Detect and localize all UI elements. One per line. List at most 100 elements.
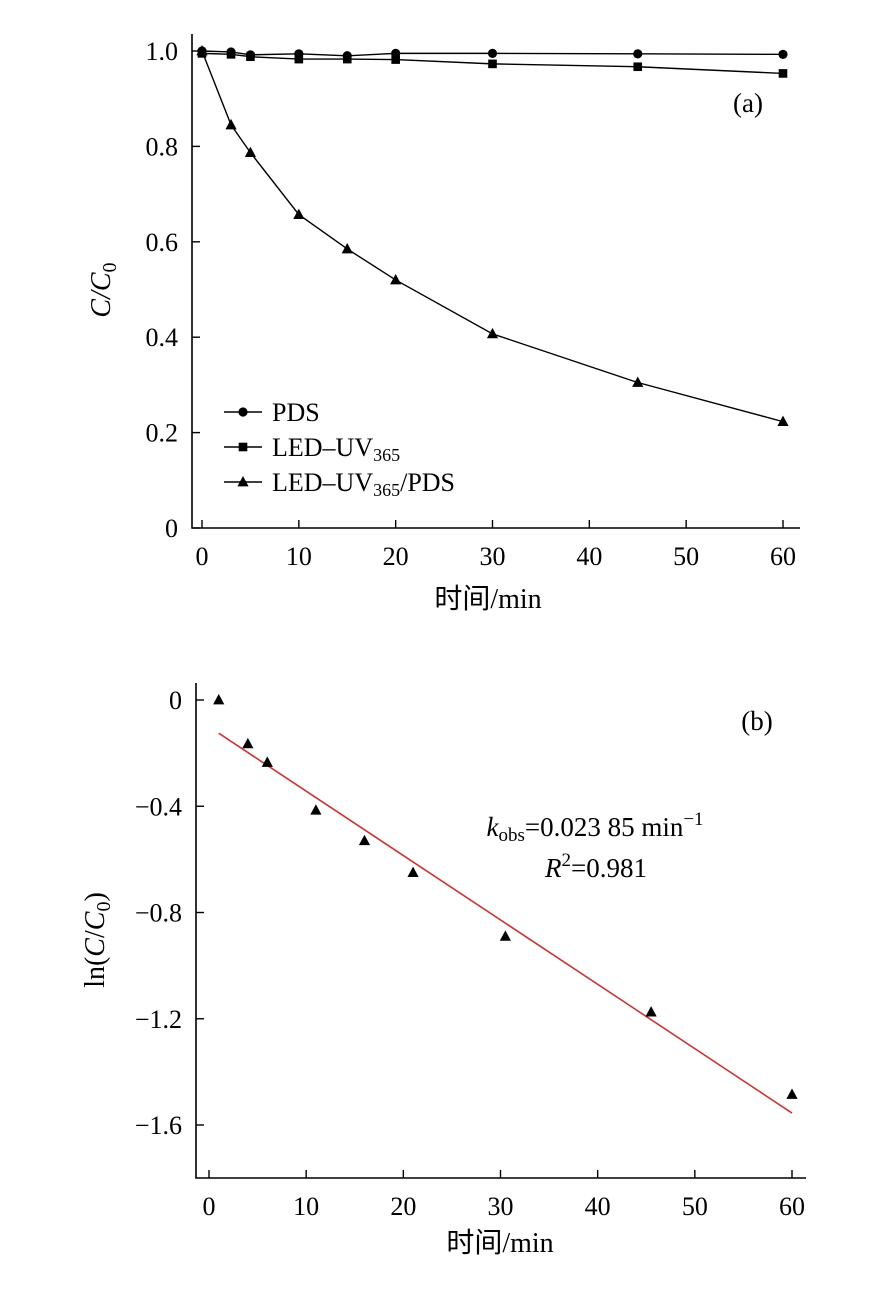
data-point-circle bbox=[633, 49, 643, 59]
panel-a-xtick-label: 10 bbox=[286, 542, 312, 571]
panel-b-xtick-label: 30 bbox=[488, 1192, 514, 1221]
panel-b-ylabel-c0: C bbox=[80, 911, 111, 930]
data-point-triangle bbox=[213, 694, 225, 705]
data-point-triangle bbox=[196, 45, 208, 56]
data-point-square bbox=[488, 59, 497, 69]
panel-b-axis-lines bbox=[195, 683, 806, 1179]
legend-label-led-uv365-pds-tail: /PDS bbox=[400, 468, 455, 497]
panel-b-ytick-label: −0.4 bbox=[135, 792, 182, 821]
panel-b-ylabel: ln(C/C0) bbox=[80, 892, 115, 988]
data-point-triangle bbox=[310, 804, 322, 815]
data-point-square bbox=[226, 50, 236, 59]
annotation-k-sub: obs bbox=[498, 825, 524, 846]
panel-a-xtick-label: 30 bbox=[480, 542, 506, 571]
fit-line bbox=[218, 732, 793, 1114]
panel-a-ytick-label: 0.6 bbox=[146, 228, 179, 257]
data-point-triangle bbox=[358, 834, 371, 846]
panel-a-chart: 0 0.2 0.4 0.6 0.8 1.0 0 10 20 30 40 50 60 (a) 时间/min… bbox=[86, 34, 800, 615]
data-point-square bbox=[294, 54, 304, 64]
panel-a-ylabel: C/C0 bbox=[86, 262, 121, 317]
data-point-triangle bbox=[499, 930, 511, 941]
data-point-square bbox=[778, 69, 788, 78]
panel-a-xtick-label: 60 bbox=[770, 542, 796, 571]
panel-a-ytick-label: 0.4 bbox=[146, 323, 179, 352]
data-point-triangle bbox=[407, 866, 419, 878]
legend-marker-square bbox=[238, 442, 248, 452]
panel-b-ylabel-pre: ln( bbox=[80, 957, 111, 988]
panel-b-chart: 0−0.4−0.8−1.2−1.60 10 20 30 40 50 60 (b) 时间/mi… bbox=[80, 683, 806, 1259]
panel-a-label: (a) bbox=[733, 88, 763, 118]
legend-marker-circle bbox=[238, 407, 248, 417]
legend-label-pds-main: PDS bbox=[272, 398, 320, 427]
panel-a-ylabel-sub: 0 bbox=[99, 262, 121, 272]
panel-a-legend: PDS LED–UV365 LED–UV365/PDS bbox=[224, 398, 455, 500]
legend-marker-pds bbox=[238, 407, 248, 417]
panel-b-xtick-label: 50 bbox=[682, 1192, 708, 1221]
annotation-k-unit-sup: −1 bbox=[683, 809, 703, 830]
panel-a-axes: 0 0.2 0.4 0.6 0.8 1.0 0 10 20 30 40 50 60 bbox=[146, 34, 800, 571]
data-point-triangle bbox=[261, 756, 273, 767]
panel-a-xtick-label: 40 bbox=[576, 542, 602, 571]
panel-a-xtick-label: 50 bbox=[673, 542, 699, 571]
data-point-triangle bbox=[242, 737, 254, 749]
annotation-r: R bbox=[544, 853, 562, 883]
data-point-square bbox=[246, 52, 255, 62]
panel-a-ytick-label: 1.0 bbox=[146, 37, 179, 66]
data-point-circle bbox=[487, 48, 498, 58]
annotation-r-sup: 2 bbox=[562, 850, 572, 871]
panel-a-series bbox=[196, 45, 789, 427]
data-point-square bbox=[391, 55, 400, 64]
panel-a-ylabel-main: C/C bbox=[86, 272, 117, 317]
legend-label-led-uv365-pds-sub: 365 bbox=[373, 480, 400, 500]
annotation-r-value: =0.981 bbox=[571, 853, 647, 883]
data-point-circle bbox=[778, 49, 788, 59]
annotation-k-value: =0.023 85 min bbox=[525, 812, 684, 842]
panel-b-ytick-label: 0 bbox=[169, 686, 182, 715]
panel-b-xtick-label: 60 bbox=[779, 1192, 805, 1221]
data-point-square bbox=[633, 62, 643, 72]
panel-b-ylabel-post: ) bbox=[80, 892, 111, 901]
data-point-triangle bbox=[786, 1088, 798, 1099]
legend-label-led-uv365: LED–UV365 bbox=[272, 433, 400, 465]
data-point-triangle bbox=[244, 146, 257, 158]
panel-b-ytick-label: −0.8 bbox=[135, 899, 182, 928]
legend-label-pds: PDS bbox=[272, 398, 320, 427]
panel-b-ylabel-sub: 0 bbox=[93, 902, 115, 912]
annotation-r2: R2=0.981 bbox=[544, 850, 647, 883]
legend-marker-led-uv365-pds bbox=[237, 476, 249, 487]
panel-b-xtick-label: 20 bbox=[390, 1192, 416, 1221]
panel-b-xtick-label: 0 bbox=[203, 1192, 216, 1221]
legend-label-led-uv365-pds-main: LED–UV bbox=[272, 468, 373, 497]
panel-b-ytick-label: −1.6 bbox=[135, 1111, 182, 1140]
panel-b-ylabel-c: C bbox=[80, 938, 111, 957]
panel-a-ytick-label: 0.8 bbox=[146, 132, 179, 161]
panel-b-ylabel-slash: / bbox=[80, 930, 111, 938]
legend-marker-triangle bbox=[237, 476, 249, 487]
series-line-2 bbox=[201, 50, 784, 423]
panel-a-xlabel: 时间/min bbox=[434, 583, 541, 615]
panel-a-ytick-label: 0 bbox=[165, 514, 178, 543]
data-point-triangle bbox=[390, 273, 402, 285]
panel-b-xlabel: 时间/min bbox=[446, 1227, 553, 1259]
panel-b-series bbox=[213, 694, 798, 1114]
legend-label-led-uv365-main: LED–UV bbox=[272, 433, 373, 462]
data-point-triangle bbox=[486, 327, 499, 339]
panel-b-label: (b) bbox=[741, 706, 772, 736]
data-point-triangle bbox=[645, 1006, 657, 1017]
data-point-triangle bbox=[293, 208, 305, 220]
data-point-triangle bbox=[341, 242, 353, 254]
panel-a-xtick-label: 20 bbox=[383, 542, 409, 571]
annotation-k: k bbox=[486, 812, 499, 842]
panel-a-xtick-label: 0 bbox=[196, 542, 209, 571]
annotation-kobs: kobs=0.023 85 min−1 bbox=[486, 809, 703, 846]
panel-b-xtick-label: 10 bbox=[293, 1192, 319, 1221]
legend-marker-led-uv365 bbox=[238, 442, 248, 452]
data-point-square bbox=[342, 54, 352, 64]
data-point-triangle bbox=[777, 415, 789, 427]
legend-label-led-uv365-pds: LED–UV365/PDS bbox=[272, 468, 455, 500]
panel-a-ytick-label: 0.2 bbox=[146, 419, 179, 448]
data-point-triangle bbox=[225, 118, 237, 130]
panel-b-xtick-label: 40 bbox=[585, 1192, 611, 1221]
panel-b-axes: 0 −0.4 −0.8 −1.2 −1.6 0 10 20 30 40 50 60 bbox=[135, 683, 806, 1221]
